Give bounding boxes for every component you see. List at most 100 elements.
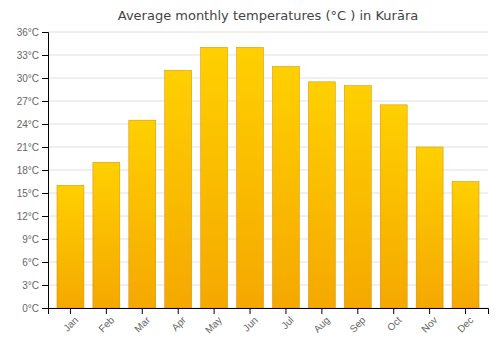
tick-label: Oct bbox=[385, 314, 404, 333]
chart: 0°C 3°C 6°C 9°C 12°C 15°C 18°C 21°C 24°C 27°C 30°C… bbox=[0, 0, 500, 350]
tick-label: 24°C bbox=[17, 119, 39, 130]
tick-label: Feb bbox=[96, 314, 116, 334]
tick: 12°C bbox=[17, 211, 48, 222]
tick-label: 15°C bbox=[17, 188, 39, 199]
tick-label: Dec bbox=[455, 314, 475, 334]
tick-label: 0°C bbox=[22, 303, 39, 314]
tick: Nov bbox=[419, 308, 439, 335]
tick-mark bbox=[142, 308, 143, 314]
bar bbox=[452, 182, 479, 309]
tick: 27°C bbox=[17, 96, 48, 107]
tick: Oct bbox=[385, 308, 404, 333]
tick-mark bbox=[465, 308, 466, 314]
bar bbox=[272, 67, 299, 309]
tick: Mar bbox=[132, 308, 152, 334]
tick-mark bbox=[42, 308, 48, 309]
bar bbox=[416, 147, 443, 308]
tick-mark bbox=[178, 308, 179, 314]
tick: Aug bbox=[311, 308, 331, 335]
tick-mark bbox=[250, 308, 251, 314]
tick-label: 12°C bbox=[17, 211, 39, 222]
tick-mark bbox=[42, 239, 48, 240]
bar bbox=[93, 162, 120, 308]
tick-label: 9°C bbox=[22, 234, 39, 245]
tick: Feb bbox=[96, 308, 116, 334]
grid-line bbox=[48, 32, 488, 33]
tick: Dec bbox=[455, 308, 475, 335]
tick-label: Jun bbox=[241, 314, 260, 333]
tick: Jun bbox=[241, 308, 260, 334]
tick: 9°C bbox=[22, 234, 48, 245]
tick-mark bbox=[42, 55, 48, 56]
tick: 30°C bbox=[17, 73, 48, 84]
tick-mark bbox=[42, 147, 48, 148]
tick-mark bbox=[393, 308, 394, 314]
tick-mark bbox=[42, 170, 48, 171]
tick: 0°C bbox=[22, 303, 48, 314]
y-axis: 0°C 3°C 6°C 9°C 12°C 15°C 18°C 21°C 24°C 27°C 30°C… bbox=[17, 27, 49, 314]
tick-label: 33°C bbox=[17, 50, 39, 61]
tick-mark bbox=[214, 308, 215, 314]
tick: May bbox=[203, 308, 224, 336]
tick: Jul bbox=[279, 308, 296, 331]
grid-line bbox=[48, 55, 488, 56]
tick-mark bbox=[321, 308, 322, 314]
tick-label: 36°C bbox=[17, 27, 39, 38]
tick-label: 3°C bbox=[22, 280, 39, 291]
tick-mark bbox=[42, 216, 48, 217]
tick-mark bbox=[285, 308, 286, 314]
tick-label: Apr bbox=[169, 314, 188, 333]
bar bbox=[380, 105, 407, 308]
tick: 36°C bbox=[17, 27, 48, 38]
grid-line bbox=[48, 101, 488, 102]
x-axis: Jan Feb Mar Apr May Jun Jul Aug Sep Oct Nov Dec bbox=[49, 308, 489, 336]
bar bbox=[165, 70, 192, 308]
tick-mark bbox=[42, 193, 48, 194]
tick-label: May bbox=[203, 314, 224, 335]
tick-label: 6°C bbox=[22, 257, 39, 268]
bars bbox=[57, 47, 479, 308]
tick: Jan bbox=[61, 308, 80, 334]
axis-line bbox=[49, 309, 489, 315]
tick: 6°C bbox=[22, 257, 48, 268]
plot: 0°C 3°C 6°C 9°C 12°C 15°C 18°C 21°C 24°C 27°C 30°C… bbox=[17, 27, 489, 336]
tick-label: Jan bbox=[61, 314, 80, 333]
grid-line bbox=[48, 124, 488, 125]
bar bbox=[344, 86, 371, 308]
tick-mark bbox=[42, 101, 48, 102]
tick-label: 21°C bbox=[17, 142, 39, 153]
tick-mark bbox=[42, 124, 48, 125]
tick-mark bbox=[70, 308, 71, 314]
tick: 21°C bbox=[17, 142, 48, 153]
tick-mark bbox=[42, 285, 48, 286]
tick: Sep bbox=[347, 308, 368, 335]
tick-mark bbox=[429, 308, 430, 314]
axis-line bbox=[42, 33, 49, 309]
tick-label: Mar bbox=[132, 314, 152, 334]
bar bbox=[201, 47, 228, 308]
grid bbox=[48, 32, 488, 308]
tick-label: 27°C bbox=[17, 96, 39, 107]
title: Average monthly temperatures (°C ) in Ku… bbox=[118, 8, 418, 23]
tick: 3°C bbox=[22, 280, 48, 291]
tick-label: Jul bbox=[279, 314, 296, 331]
tick-label: Aug bbox=[311, 314, 331, 334]
bar bbox=[237, 47, 264, 308]
tick-label: Nov bbox=[419, 314, 439, 334]
bar bbox=[57, 185, 84, 308]
tick-mark bbox=[42, 78, 48, 79]
tick: 18°C bbox=[17, 165, 48, 176]
bar bbox=[308, 82, 335, 308]
tick-label: 30°C bbox=[17, 73, 39, 84]
bar bbox=[129, 120, 156, 308]
tick-label: Sep bbox=[347, 314, 368, 335]
grid-line bbox=[48, 78, 488, 79]
tick: 15°C bbox=[17, 188, 48, 199]
tick-mark bbox=[42, 262, 48, 263]
tick-mark bbox=[357, 308, 358, 314]
tick-mark bbox=[42, 32, 48, 33]
tick-mark bbox=[106, 308, 107, 314]
tick: Apr bbox=[169, 308, 188, 333]
tick: 33°C bbox=[17, 50, 48, 61]
tick-label: 18°C bbox=[17, 165, 39, 176]
